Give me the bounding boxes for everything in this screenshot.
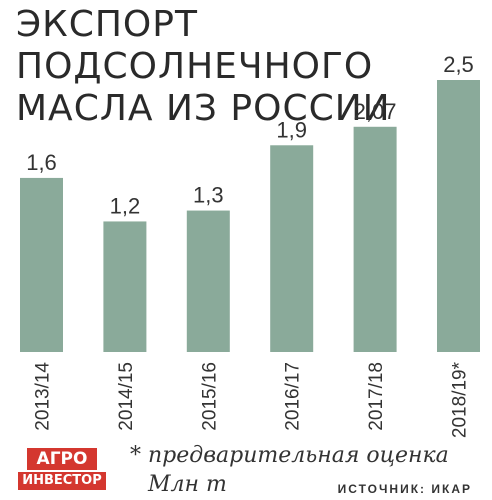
bar-2017/18: [353, 126, 397, 352]
bar-2015/16: [186, 210, 230, 352]
category-label-2018/19*: 2018/19*: [450, 361, 471, 438]
source-label: ИСТОЧНИК: ИКАР: [337, 482, 472, 496]
logo-line-2: ИНВЕСТОР: [18, 472, 106, 490]
value-label-2017/18: 2,07: [354, 99, 397, 124]
category-label-2017/18: 2017/18: [366, 362, 387, 431]
bar-2016/17: [270, 145, 314, 352]
footnote: * предварительная оценка: [130, 443, 449, 468]
category-label-2013/14: 2013/14: [33, 362, 54, 431]
bar-2018/19*: [437, 80, 480, 352]
category-label-2015/16: 2015/16: [199, 362, 220, 431]
value-label-2018/19*: 2,5: [443, 52, 474, 77]
agroinvestor-logo: АГРО ИНВЕСТОР: [18, 448, 106, 492]
unit-label: Млн т: [148, 472, 227, 497]
title-line-1: ЭКСПОРТ ПОДСОЛНЕЧНОГО: [16, 4, 374, 87]
value-label-2015/16: 1,3: [193, 183, 224, 208]
category-label-2016/17: 2016/17: [283, 362, 304, 431]
title-line-2: МАСЛА ИЗ РОССИИ: [16, 88, 391, 129]
value-label-2014/15: 1,2: [110, 193, 141, 218]
category-label-2014/15: 2014/15: [116, 362, 137, 431]
value-label-2016/17: 1,9: [276, 117, 307, 142]
value-label-2013/14: 1,6: [26, 150, 57, 175]
bar-2014/15: [103, 221, 147, 352]
bar-2013/14: [20, 177, 63, 352]
logo-line-1: АГРО: [27, 448, 97, 470]
page-title: ЭКСПОРТ ПОДСОЛНЕЧНОГО МАСЛА ИЗ РОССИИ: [16, 4, 492, 130]
